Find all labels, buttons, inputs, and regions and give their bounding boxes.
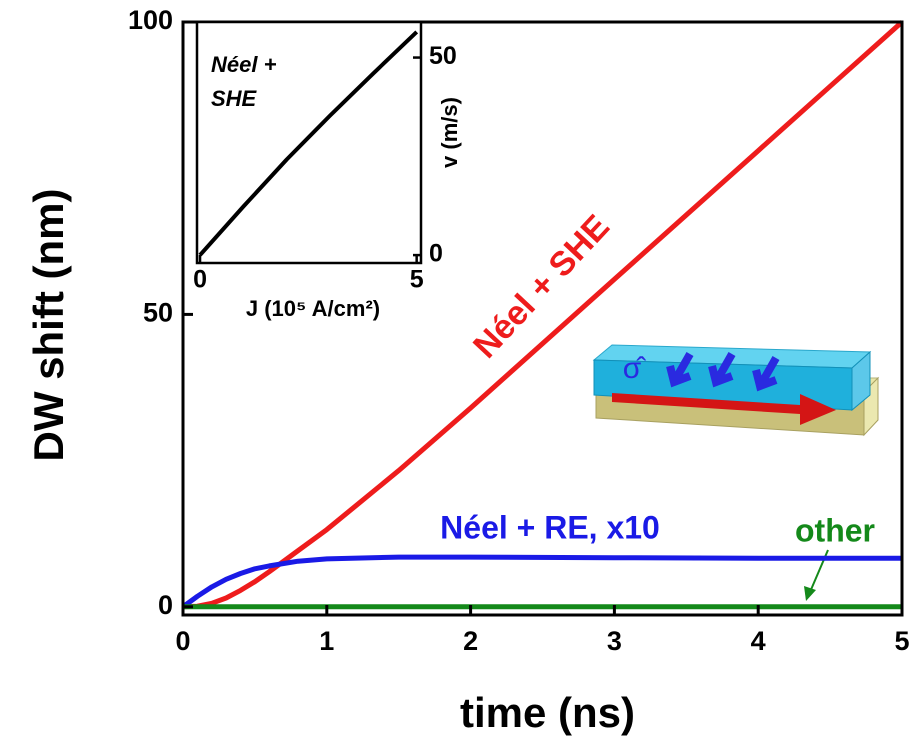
x-axis-title: time (ns) — [460, 689, 635, 736]
data-line — [182, 20, 904, 610]
spin-arrow — [708, 352, 736, 388]
current-arrow — [612, 393, 836, 425]
data-line — [181, 554, 902, 609]
spin-arrow — [666, 352, 694, 388]
x-tick-label: 0 — [175, 626, 190, 656]
inset-title: SHE — [211, 86, 258, 111]
spin-arrows — [666, 352, 780, 392]
x-axis-title: J (10⁵ A/cm²) — [246, 296, 380, 321]
y-axis-title: v (m/s) — [437, 97, 462, 168]
arrow-head — [804, 586, 816, 601]
x-tick-label: 1 — [319, 626, 334, 656]
schematic: σ̂ — [592, 344, 880, 437]
y-tick-label: 50 — [429, 42, 457, 70]
y-tick-label: 100 — [128, 5, 173, 35]
inset-title: Néel + — [211, 52, 277, 77]
plot-frame — [195, 20, 423, 265]
layer-side — [851, 350, 871, 412]
y-tick-label: 50 — [143, 298, 173, 328]
series-label: other — [795, 512, 875, 548]
x-tick-label: 5 — [410, 266, 424, 294]
y-tick-label: 0 — [429, 240, 443, 268]
y-axis-title: DW shift (nm) — [25, 189, 72, 462]
x-tick-label: 4 — [751, 626, 766, 656]
x-tick-label: 2 — [463, 626, 478, 656]
y-tick-label: 0 — [158, 590, 173, 620]
schematic-label: σ̂ — [623, 352, 647, 385]
plot-frame — [181, 20, 904, 617]
x-tick-label: 0 — [193, 266, 207, 294]
x-tick-label: 5 — [894, 626, 909, 656]
series-label: Néel + RE, x10 — [440, 509, 660, 545]
spin-arrow — [752, 356, 780, 392]
x-tick-label: 3 — [607, 626, 622, 656]
data-line — [198, 30, 419, 257]
